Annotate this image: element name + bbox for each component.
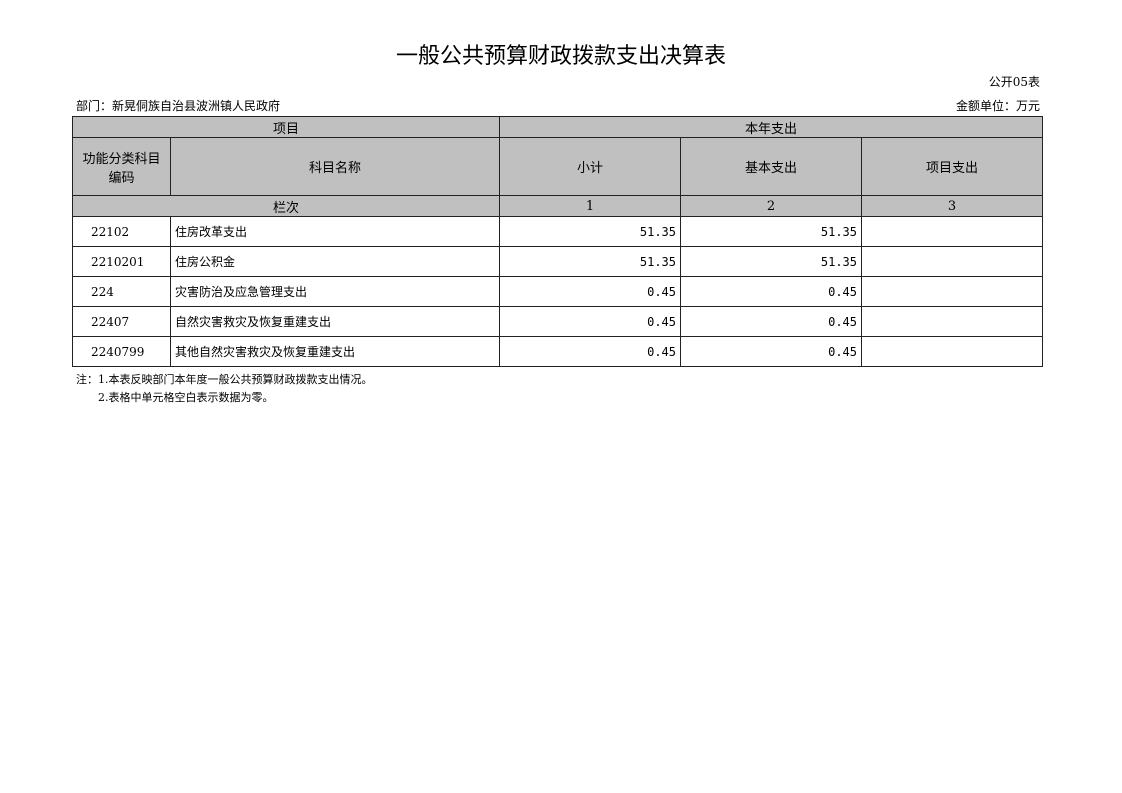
table-row: 224 灾害防治及应急管理支出 0.45 0.45 [72,276,1043,307]
cell-code: 2210201 [72,246,171,277]
header-basic: 基本支出 [680,137,862,196]
cell-basic: 0.45 [680,306,862,337]
page-title: 一般公共预算财政拨款支出决算表 [395,44,726,69]
table-code: 公开05表 [988,75,1040,89]
cell-code: 22102 [72,216,171,247]
expenditure-table: 项目 本年支出 功能分类科目编码 科目名称 小计 基本支出 项目支出 栏次 1 … [72,116,1043,367]
table-row: 22407 自然灾害救灾及恢复重建支出 0.45 0.45 [72,306,1043,337]
note-2: 2.表格中单元格空白表示数据为零。 [98,391,274,404]
cell-project [861,216,1043,247]
cell-subtotal: 0.45 [499,336,681,367]
unit-label: 金额单位：万元 [955,99,1040,113]
cell-project [861,336,1043,367]
table-row: 2240799 其他自然灾害救灾及恢复重建支出 0.45 0.45 [72,336,1043,367]
cell-basic: 51.35 [680,246,862,277]
header-col-index: 栏次 [72,195,500,217]
cell-code: 22407 [72,306,171,337]
cell-project [861,306,1043,337]
note-1: 注：1.本表反映部门本年度一般公共预算财政拨款支出情况。 [76,373,373,386]
cell-name: 自然灾害救灾及恢复重建支出 [170,306,500,337]
cell-subtotal: 51.35 [499,216,681,247]
table-row: 2210201 住房公积金 51.35 51.35 [72,246,1043,277]
cell-basic: 51.35 [680,216,862,247]
cell-name: 灾害防治及应急管理支出 [170,276,500,307]
cell-code: 224 [72,276,171,307]
department-label: 部门：新晃侗族自治县波洲镇人民政府 [76,99,281,113]
header-subtotal: 小计 [499,137,681,196]
cell-name: 住房改革支出 [170,216,500,247]
cell-basic: 0.45 [680,336,862,367]
cell-project [861,276,1043,307]
cell-project [861,246,1043,277]
cell-name: 住房公积金 [170,246,500,277]
header-current-year: 本年支出 [499,116,1043,138]
header-project: 项目 [72,116,500,138]
cell-basic: 0.45 [680,276,862,307]
header-func-code: 功能分类科目编码 [72,137,171,196]
cell-code: 2240799 [72,336,171,367]
cell-name: 其他自然灾害救灾及恢复重建支出 [170,336,500,367]
table-row: 22102 住房改革支出 51.35 51.35 [72,216,1043,247]
cell-subtotal: 51.35 [499,246,681,277]
col-index-3: 3 [861,195,1043,217]
notes: 注：1.本表反映部门本年度一般公共预算财政拨款支出情况。 2.表格中单元格空白表… [76,371,373,407]
header-subject-name: 科目名称 [170,137,500,196]
cell-subtotal: 0.45 [499,306,681,337]
col-index-1: 1 [499,195,681,217]
cell-subtotal: 0.45 [499,276,681,307]
col-index-2: 2 [680,195,862,217]
header-project-exp: 项目支出 [861,137,1043,196]
